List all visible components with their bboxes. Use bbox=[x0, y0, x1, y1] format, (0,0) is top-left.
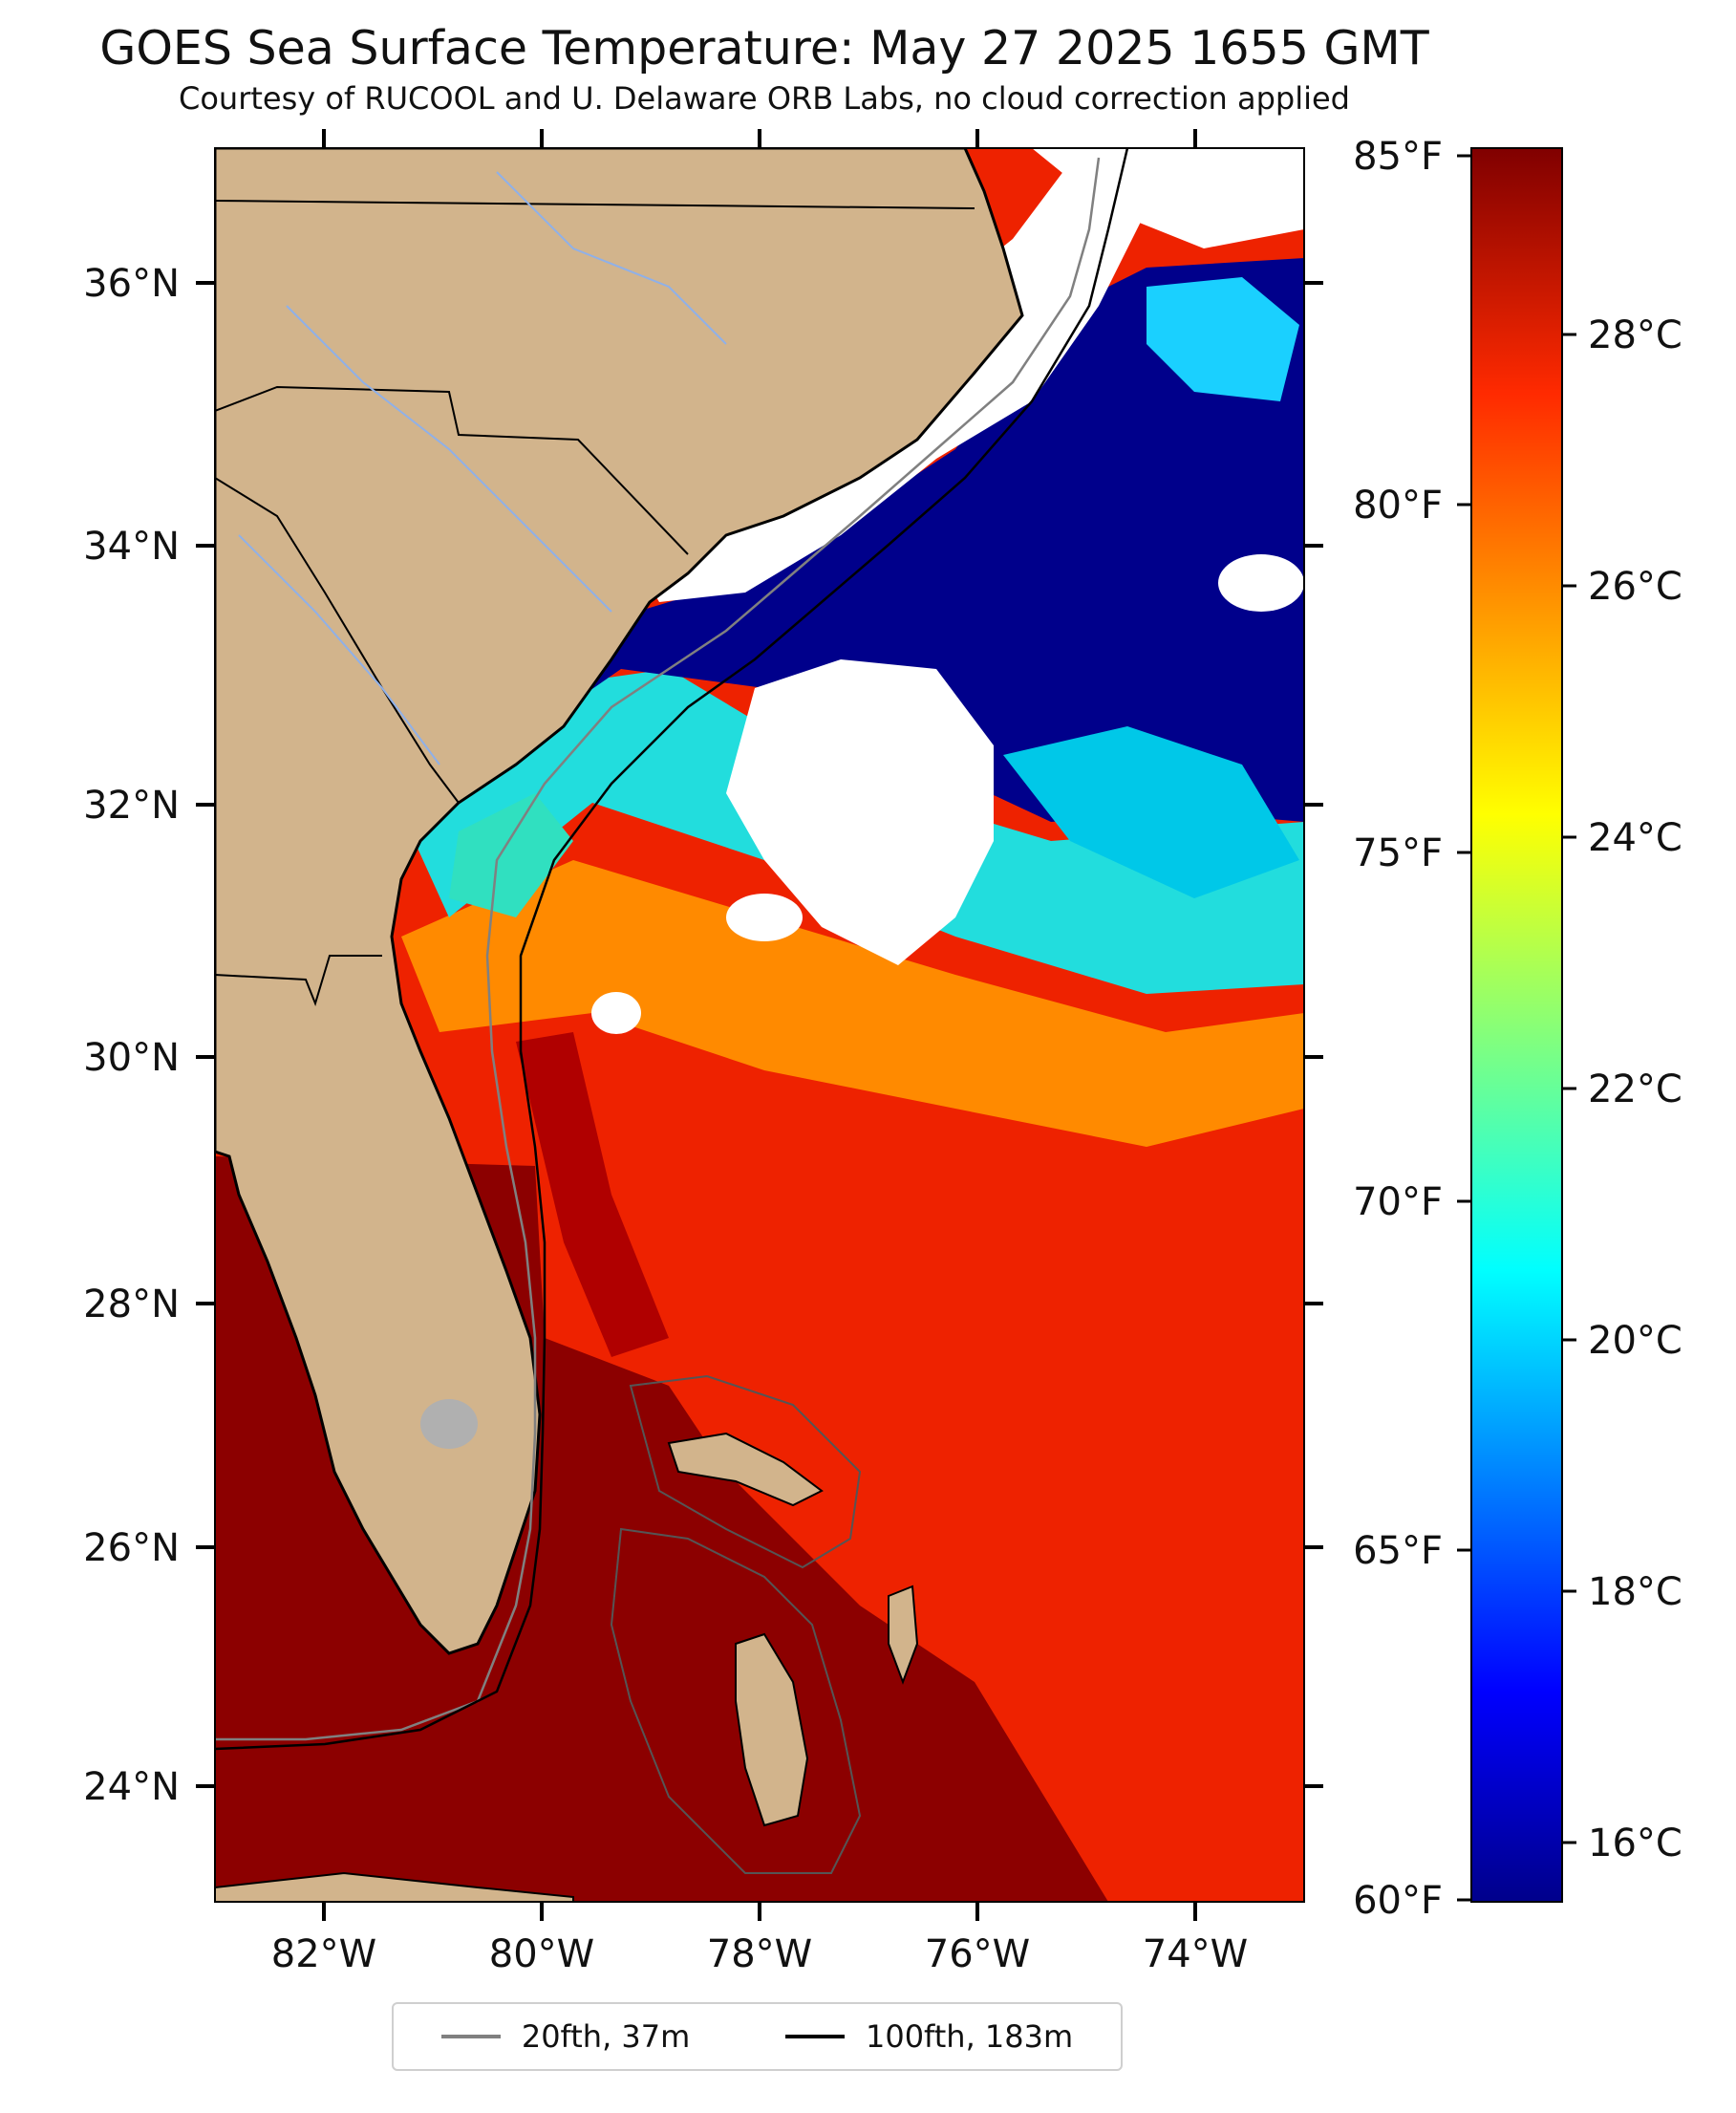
map-subtitle: Courtesy of RUCOOL and U. Delaware ORB L… bbox=[179, 80, 1350, 117]
lon-label-80: 80°W bbox=[489, 1932, 594, 1976]
land-andros bbox=[735, 1632, 809, 1827]
cbar-f-label-60: 60°F bbox=[1353, 1879, 1443, 1923]
cbar-c-label-16: 16°C bbox=[1588, 1822, 1682, 1865]
lat-label-30: 30°N bbox=[83, 1036, 180, 1080]
cbar-f-label-75: 75°F bbox=[1353, 831, 1443, 875]
lon-label-74: 74°W bbox=[1143, 1932, 1248, 1976]
lon-label-82: 82°W bbox=[271, 1932, 376, 1976]
map-title: GOES Sea Surface Temperature: May 27 202… bbox=[99, 21, 1429, 75]
legend-label-20fth: 20fth, 37m bbox=[521, 2018, 691, 2055]
contour-bahamas-banks bbox=[629, 1374, 862, 1569]
cbar-f-label-65: 65°F bbox=[1353, 1529, 1443, 1573]
contour-great-bahama-bank bbox=[610, 1527, 862, 1874]
cbar-c-label-20: 20°C bbox=[1588, 1319, 1682, 1363]
cbar-c-label-22: 22°C bbox=[1588, 1067, 1682, 1111]
lat-label-28: 28°N bbox=[83, 1283, 180, 1326]
land-grand-bahama bbox=[667, 1432, 824, 1507]
state-border-sc-ga bbox=[215, 477, 460, 804]
state-border-ga-fl bbox=[215, 955, 382, 1007]
lat-label-34: 34°N bbox=[83, 525, 180, 569]
lat-label-24: 24°N bbox=[83, 1765, 180, 1809]
river-2 bbox=[238, 534, 440, 765]
cloud-mask-east bbox=[1218, 554, 1304, 612]
land-southeast-us bbox=[215, 148, 1024, 1655]
ocean-transition-band bbox=[401, 860, 1304, 1147]
cloud-mask-offshore bbox=[726, 659, 994, 965]
legend-item-100fth: 100fth, 183m bbox=[784, 2018, 1074, 2055]
land-cuba-edge bbox=[215, 1871, 574, 1902]
cloud-mask-patch-2 bbox=[591, 992, 641, 1034]
state-border-nc-sc bbox=[215, 385, 689, 555]
cbar-f-label-70: 70°F bbox=[1353, 1180, 1443, 1224]
lat-label-36: 36°N bbox=[83, 262, 180, 306]
ocean-cyan-patch-2 bbox=[1003, 726, 1299, 898]
lon-label-78: 78°W bbox=[707, 1932, 812, 1976]
legend-label-100fth: 100fth, 183m bbox=[865, 2018, 1074, 2055]
cbar-c-label-26: 26°C bbox=[1588, 565, 1682, 609]
colorbar-gradient bbox=[1470, 147, 1563, 1903]
contour-legend: 20fth, 37m 100fth, 183m bbox=[392, 2002, 1123, 2071]
land-eleuthera bbox=[888, 1585, 919, 1685]
river-1 bbox=[286, 305, 612, 613]
state-border-va-nc bbox=[215, 200, 975, 209]
legend-swatch-20fth bbox=[440, 2035, 501, 2038]
lon-axis: 82°W 80°W 78°W 76°W 74°W bbox=[271, 129, 1248, 1976]
contour-100fth bbox=[215, 148, 1129, 1751]
lake-okeechobee bbox=[420, 1399, 478, 1449]
river-3 bbox=[496, 171, 727, 345]
cbar-f-label-80: 80°F bbox=[1353, 484, 1443, 528]
lat-axis: 36°N 34°N 32°N 30°N 28°N 26°N 24°N bbox=[83, 262, 1323, 1809]
ocean-hot-stream bbox=[516, 1032, 669, 1357]
cloud-mask-patch bbox=[726, 894, 803, 941]
legend-item-20fth: 20fth, 37m bbox=[440, 2018, 691, 2055]
cbar-c-label-28: 28°C bbox=[1588, 313, 1682, 357]
map-area bbox=[215, 148, 1304, 1902]
lat-label-32: 32°N bbox=[83, 784, 180, 828]
legend-swatch-100fth bbox=[784, 2035, 845, 2038]
lon-label-76: 76°W bbox=[925, 1932, 1030, 1976]
cbar-c-label-24: 24°C bbox=[1588, 816, 1682, 860]
ocean-cyan-patch-3 bbox=[449, 793, 573, 917]
ocean-cyan-patch-1 bbox=[1147, 277, 1299, 401]
ocean-cold-field bbox=[420, 258, 1304, 822]
lat-label-26: 26°N bbox=[83, 1526, 180, 1570]
cbar-c-label-18: 18°C bbox=[1588, 1570, 1682, 1614]
cloud-mask-north bbox=[1032, 148, 1304, 248]
colorbar: 85°F 80°F 75°F 70°F 65°F 60°F 28°C 26°C … bbox=[1353, 135, 1682, 1923]
contour-20fth bbox=[215, 157, 1101, 1741]
cbar-f-label-85: 85°F bbox=[1353, 135, 1443, 179]
